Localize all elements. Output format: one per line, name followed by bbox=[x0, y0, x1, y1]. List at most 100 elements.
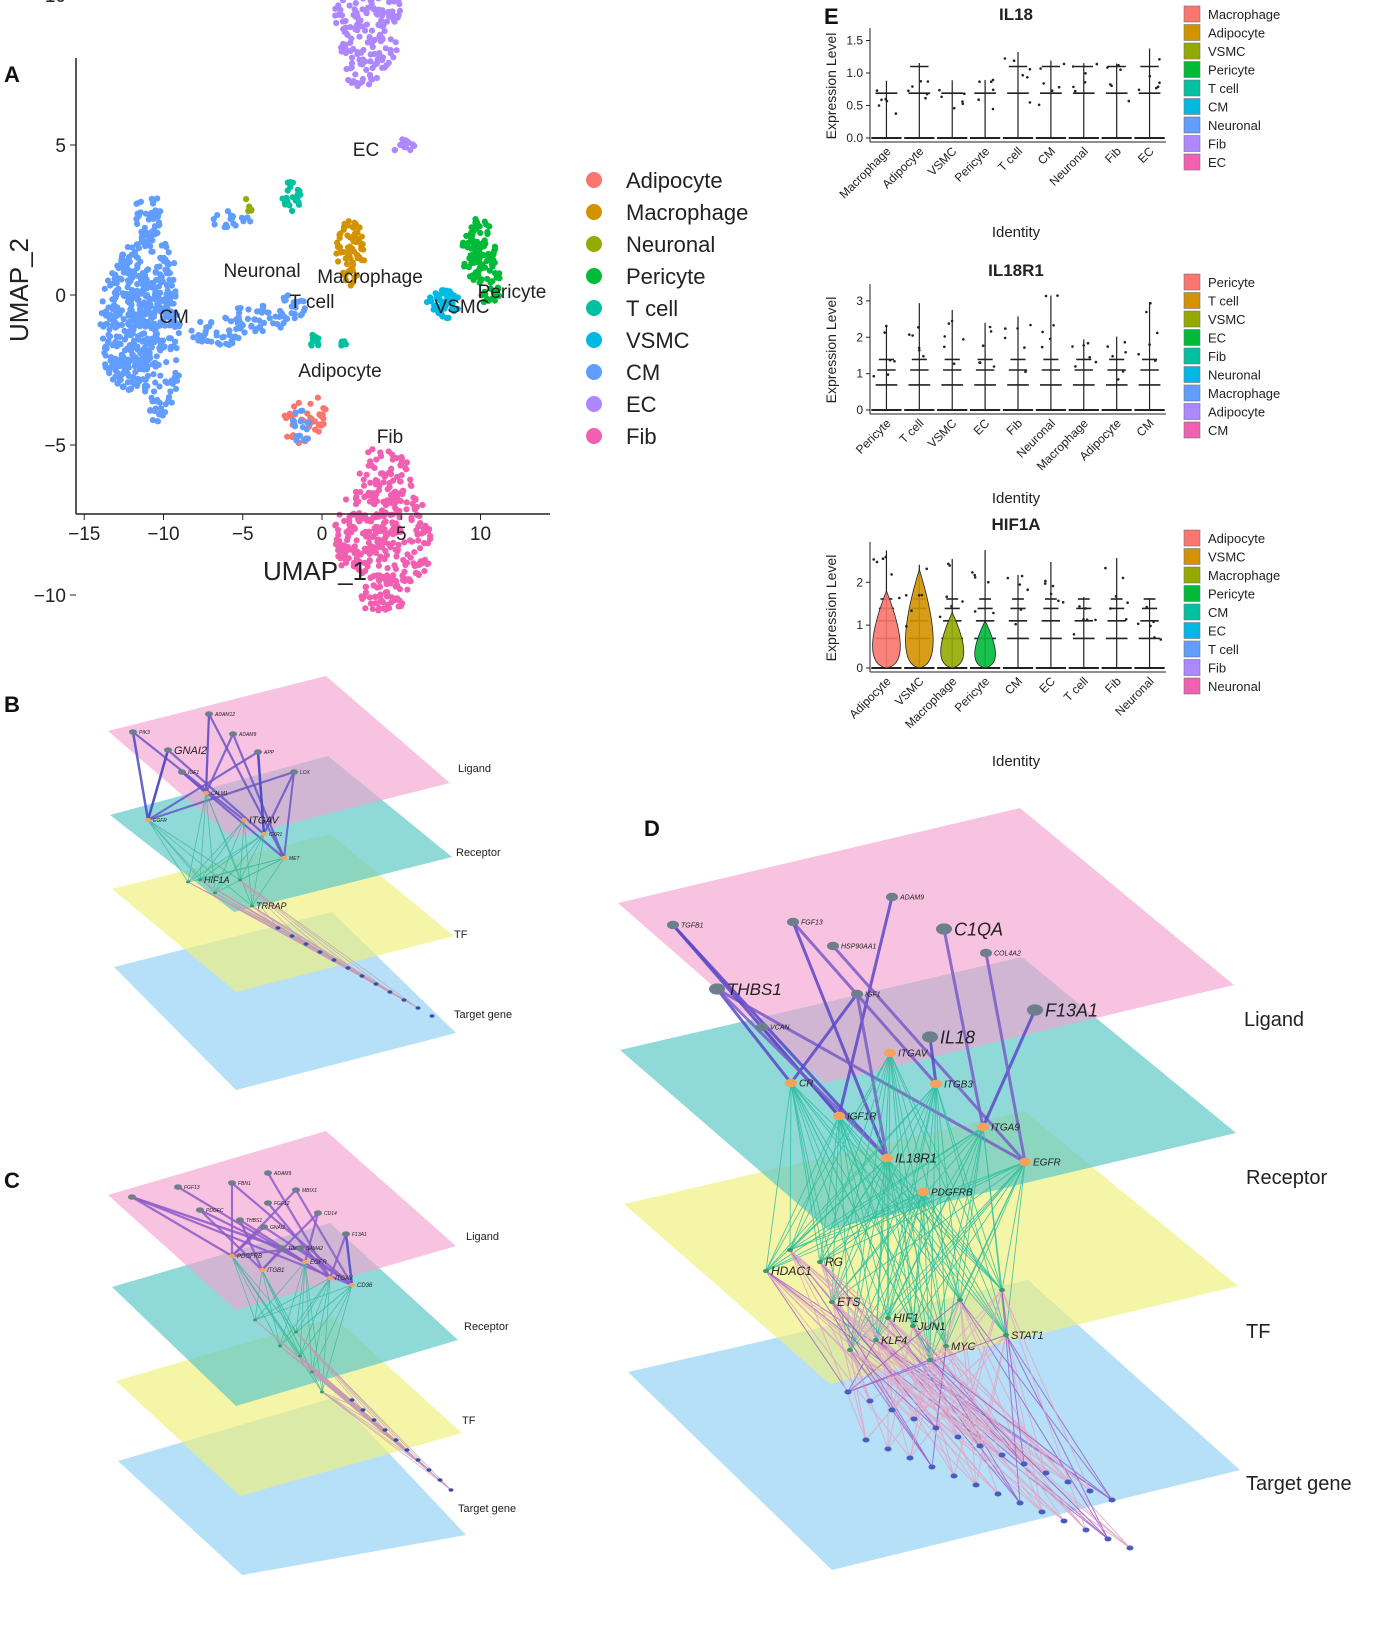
network-node bbox=[999, 1287, 1005, 1293]
network-edge bbox=[231, 1255, 256, 1321]
network-edge bbox=[205, 713, 210, 794]
gene-label: MBIX1 bbox=[302, 1188, 317, 1194]
network-node bbox=[213, 891, 217, 895]
violin-legend-swatch bbox=[1183, 153, 1201, 171]
network-node bbox=[884, 1048, 896, 1058]
umap-point bbox=[314, 339, 321, 346]
network-edge bbox=[321, 1391, 452, 1491]
network-edge bbox=[886, 1157, 1003, 1291]
violin-legend-label: Neuronal bbox=[1208, 118, 1261, 133]
umap-point bbox=[151, 359, 159, 366]
umap-point bbox=[372, 530, 379, 537]
legend-swatch bbox=[586, 172, 602, 188]
umap-point bbox=[374, 11, 381, 18]
network-b: Target gene TF Receptor Ligand PIK3 GNAI2 ADAM… bbox=[108, 676, 512, 1090]
network-node bbox=[317, 950, 323, 954]
violin-point bbox=[1106, 66, 1109, 69]
umap-point bbox=[260, 303, 267, 310]
gene-label: IL18 bbox=[940, 1027, 975, 1047]
umap-point bbox=[120, 384, 127, 391]
umap-point bbox=[357, 240, 364, 247]
network-edge bbox=[147, 819, 253, 907]
legend-label: Macrophage bbox=[626, 200, 748, 225]
network-edge bbox=[254, 1269, 263, 1321]
umap-point bbox=[280, 295, 288, 302]
umap-point bbox=[398, 460, 405, 467]
network-edge bbox=[891, 1289, 1003, 1411]
umap-point bbox=[351, 525, 358, 532]
umap-point bbox=[98, 310, 105, 317]
umap-point bbox=[382, 45, 389, 52]
umap-point bbox=[124, 244, 131, 251]
legend-label: CM bbox=[626, 360, 660, 385]
umap-point bbox=[367, 458, 374, 465]
umap-point bbox=[353, 26, 360, 33]
umap-point bbox=[445, 297, 452, 304]
network-node bbox=[827, 941, 839, 951]
legend-swatch bbox=[586, 364, 602, 380]
network-edge bbox=[132, 731, 245, 821]
network-node bbox=[415, 1006, 421, 1010]
network-edge bbox=[849, 1349, 1131, 1549]
violin-point bbox=[919, 80, 923, 83]
umap-point bbox=[144, 335, 151, 342]
network-node bbox=[278, 1344, 282, 1348]
network-node bbox=[429, 1014, 435, 1018]
network-edge bbox=[231, 1246, 301, 1258]
umap-xtick-label: 10 bbox=[470, 524, 491, 545]
umap-point bbox=[245, 306, 252, 313]
violin-point bbox=[893, 360, 896, 363]
violin-ylabel: Expression Level bbox=[823, 555, 839, 662]
violin-ytick-label: 1 bbox=[856, 367, 863, 381]
umap-point bbox=[315, 428, 322, 435]
network-edge bbox=[239, 833, 265, 881]
violin-point bbox=[1094, 618, 1097, 622]
violin-point bbox=[1040, 345, 1044, 349]
umap-point bbox=[401, 568, 408, 575]
network-edge bbox=[789, 993, 859, 1084]
umap-point bbox=[151, 310, 158, 317]
umap-point bbox=[125, 255, 132, 263]
network-edge bbox=[765, 1191, 924, 1272]
network-edge bbox=[715, 987, 889, 1160]
violin-point bbox=[1057, 85, 1061, 89]
network-node bbox=[129, 729, 137, 735]
network-node bbox=[1042, 1470, 1050, 1476]
network-edge bbox=[831, 1301, 1003, 1456]
umap-point bbox=[350, 11, 357, 19]
umap-point bbox=[160, 257, 167, 264]
umap-point bbox=[402, 561, 409, 569]
plane-ligand bbox=[618, 808, 1234, 1083]
umap-point bbox=[234, 320, 241, 327]
umap-point bbox=[357, 489, 364, 496]
umap-point bbox=[156, 383, 163, 390]
umap-point bbox=[140, 287, 147, 294]
umap-point bbox=[394, 595, 401, 602]
umap-point bbox=[360, 46, 367, 54]
violin-title: HIF1A bbox=[991, 515, 1040, 534]
network-edge bbox=[831, 1301, 1069, 1483]
network-node bbox=[756, 1022, 768, 1032]
umap-point bbox=[463, 232, 470, 239]
gene-label: APP bbox=[263, 750, 275, 756]
umap-point bbox=[141, 330, 148, 337]
umap-point bbox=[420, 529, 428, 536]
network-edge bbox=[855, 993, 889, 1159]
umap-point bbox=[398, 454, 405, 461]
umap-point bbox=[464, 243, 471, 250]
network-node bbox=[289, 934, 295, 938]
violin-point bbox=[885, 99, 889, 103]
umap-point bbox=[172, 385, 180, 392]
network-edge bbox=[945, 1345, 999, 1495]
umap-point bbox=[407, 476, 414, 483]
panel-label-e: E bbox=[824, 4, 839, 29]
network-node bbox=[1038, 1509, 1046, 1515]
umap-point bbox=[150, 279, 157, 286]
network-edge bbox=[187, 833, 265, 883]
violin-legend-label: CM bbox=[1208, 423, 1228, 438]
network-node bbox=[873, 1337, 879, 1343]
umap-point bbox=[397, 603, 404, 610]
network-edge bbox=[831, 1115, 840, 1303]
umap-point bbox=[360, 0, 366, 2]
umap-point bbox=[139, 338, 146, 345]
